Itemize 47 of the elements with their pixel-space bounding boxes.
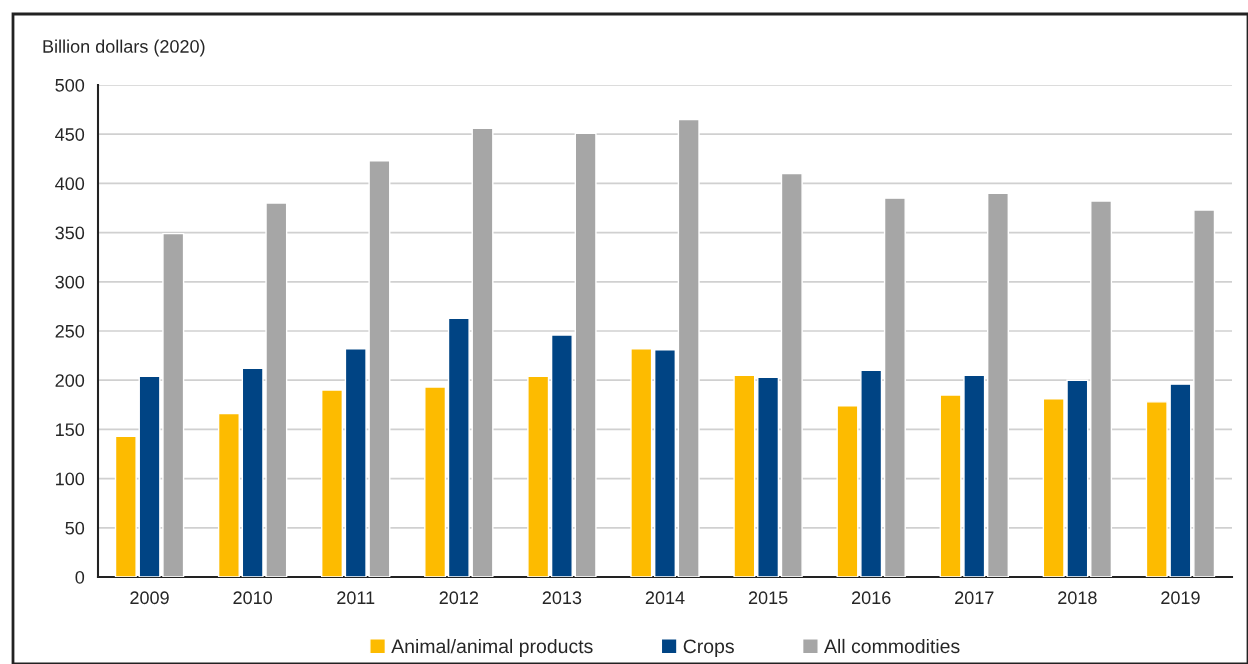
legend-label: Animal/animal products (391, 638, 593, 658)
y-tick-label: 200 (55, 374, 85, 387)
bar (780, 172, 803, 577)
y-axis-title: Billion dollars (2020) (43, 39, 205, 57)
bar (1193, 209, 1216, 577)
bar (114, 435, 137, 577)
bar (883, 197, 906, 577)
x-tick-label: 2011 (337, 591, 375, 605)
bar (321, 389, 344, 577)
y-tick-label: 0 (75, 570, 85, 584)
legend-label: All commodities (824, 638, 960, 654)
x-tick-label: 2012 (439, 591, 478, 605)
bar (653, 349, 677, 577)
bar (527, 375, 550, 577)
bar (733, 374, 756, 577)
x-tick-label: 2018 (1058, 591, 1097, 605)
bar (424, 386, 447, 577)
x-tick-label: 2009 (130, 591, 169, 605)
legend-label: Crops (683, 639, 734, 658)
x-tick-label: 2017 (955, 591, 994, 605)
y-tick-label: 250 (55, 324, 85, 338)
y-tick-label: 350 (55, 226, 85, 240)
y-tick-label: 450 (55, 128, 85, 141)
bar (471, 127, 494, 577)
bar (986, 192, 1009, 577)
y-tick-label: 150 (56, 423, 85, 437)
x-tick-label: 2013 (542, 591, 582, 605)
x-tick-label: 2010 (233, 591, 273, 605)
y-tick-label: 500 (55, 78, 85, 92)
bar (757, 376, 780, 577)
bar (574, 132, 597, 577)
bar (550, 334, 573, 577)
y-tick-label: 400 (55, 177, 85, 191)
bar (447, 317, 470, 577)
x-tick-label: 2016 (852, 591, 891, 605)
y-tick-label: 100 (56, 472, 85, 486)
y-tick-label: 300 (55, 275, 85, 289)
bar (860, 369, 883, 577)
bar (630, 348, 653, 577)
x-tick-label: 2015 (748, 591, 788, 605)
x-tick-label: 2014 (645, 591, 685, 605)
y-tick-label: 50 (65, 521, 85, 535)
bar (1090, 200, 1113, 577)
bar (217, 412, 240, 577)
bar (836, 405, 859, 577)
bar (677, 118, 700, 577)
x-tick-label: 2019 (1161, 591, 1200, 605)
